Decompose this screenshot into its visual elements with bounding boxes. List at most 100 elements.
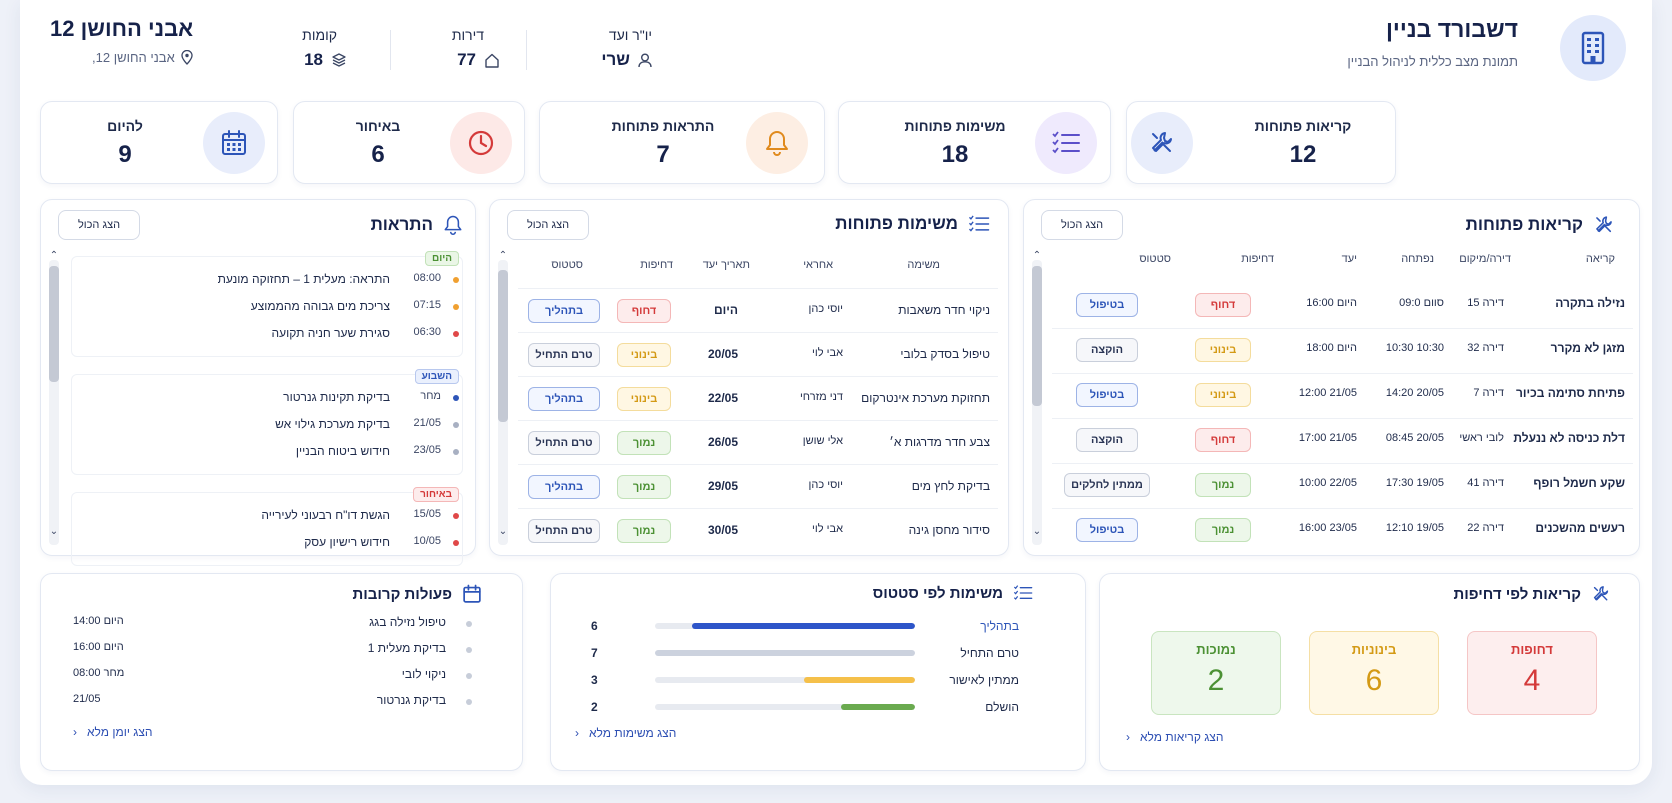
alert-text: בדיקת תקינות גנרטור <box>283 390 390 404</box>
call-name: פתיחת סתימה בכיור <box>1515 386 1625 400</box>
status-badge[interactable]: בתהליך <box>528 387 600 411</box>
status-count: 3 <box>591 673 598 687</box>
priority-badge: נמוך <box>617 475 671 499</box>
panel-header: משימות פתוחות <box>835 214 990 234</box>
priority-value: 2 <box>1207 664 1225 697</box>
panel-title: משימות לפי סטטוס <box>872 584 1003 602</box>
alerts-scrollbar[interactable] <box>49 260 59 545</box>
table-header: יעד <box>1341 253 1357 265</box>
status-badge[interactable]: הוקצה <box>1076 428 1138 452</box>
task-name: סידור מחסן גינה <box>908 523 990 537</box>
status-badge[interactable]: בתהליך <box>528 475 600 499</box>
stat-value: 18 <box>941 141 969 168</box>
stat-card-open-alerts[interactable]: התראות פתוחות 7 <box>539 101 825 184</box>
floors-value: 18 <box>304 50 323 69</box>
calls-show-all-button[interactable]: הצג הכול <box>1041 210 1123 240</box>
alert-item[interactable] <box>71 323 463 347</box>
status-bar-fill <box>804 677 915 683</box>
status-badge[interactable]: בטיפול <box>1076 518 1138 542</box>
bell-icon <box>443 214 463 236</box>
task-name: ניקוי חדר משאבות <box>898 303 990 317</box>
calendar-icon <box>462 584 482 604</box>
status-badge[interactable]: טרם התחיל <box>528 431 600 455</box>
call-opened: 20/05 14:20 <box>1385 387 1444 399</box>
alert-item[interactable] <box>71 441 463 465</box>
status-badge[interactable]: הוקצה <box>1076 338 1138 362</box>
tasks-show-all-button[interactable]: הצג הכול <box>507 210 589 240</box>
call-name: שקע חשמל רופף <box>1533 476 1625 490</box>
scroll-down-arrow[interactable]: ⌄ <box>498 526 508 537</box>
scroll-thumb[interactable] <box>498 270 508 422</box>
status-badge[interactable]: בתהליך <box>528 299 600 323</box>
building-address: אבני החושן 12, <box>92 50 175 65</box>
task-owner: אבי לוי <box>812 523 843 535</box>
alert-time: 10/05 <box>413 535 441 547</box>
call-location: דירה 22 <box>1467 522 1504 534</box>
task-due: 20/05 <box>707 347 738 361</box>
scroll-up-arrow[interactable]: ⌃ <box>49 250 59 261</box>
status-badge[interactable]: בטיפול <box>1076 383 1138 407</box>
stat-card-today[interactable]: להיום 9 <box>40 101 278 184</box>
task-due: 26/05 <box>707 435 738 449</box>
task-name: צבע חדר מדרגות א׳ <box>889 435 990 449</box>
scroll-thumb[interactable] <box>49 266 59 382</box>
status-badge[interactable]: ממתין לחלקים <box>1064 473 1150 497</box>
bell-icon <box>746 112 808 174</box>
status-count: 6 <box>591 619 598 633</box>
priority-urgent-box[interactable]: דחופות 4 <box>1467 631 1597 715</box>
priority-low-box[interactable]: נמוכות 2 <box>1151 631 1281 715</box>
status-label: טרם התחיל <box>960 646 1019 660</box>
header-divider <box>518 288 998 289</box>
task-list-icon <box>1035 112 1097 174</box>
status-badge[interactable]: בטיפול <box>1076 293 1138 317</box>
priority-value: 6 <box>1365 664 1383 697</box>
alert-time: מחר <box>420 390 441 402</box>
row-divider <box>1052 328 1633 329</box>
chair-value-row: שרי <box>601 50 652 70</box>
status-bar-track <box>655 704 915 710</box>
alert-time: 21/05 <box>413 417 441 429</box>
alert-group-box <box>71 374 463 475</box>
upcoming-when: מחר 08:00 <box>73 667 125 679</box>
scroll-down-arrow[interactable]: ⌄ <box>49 526 59 537</box>
open-tasks-panel: משימות פתוחות הצג הכול ⌃ ⌄ משימה אחראי תאר… <box>489 199 1009 556</box>
scroll-thumb[interactable] <box>1032 266 1042 406</box>
priority-badge: בינוני <box>1195 338 1251 362</box>
alert-item[interactable] <box>71 532 463 556</box>
priority-medium-box[interactable]: בינוניות 6 <box>1309 631 1439 715</box>
stat-card-open-tasks[interactable]: משימות פתוחות 18 <box>838 101 1111 184</box>
status-count: 2 <box>591 700 598 714</box>
full-calendar-link[interactable]: הצג יומן מלא ‹ <box>73 725 153 739</box>
stat-label: קריאות פתוחות <box>1254 118 1352 134</box>
scroll-up-arrow[interactable]: ⌃ <box>1032 250 1042 261</box>
call-due: 23/05 16:00 <box>1298 522 1357 534</box>
task-owner: יוסי כהן <box>808 479 843 491</box>
open-calls-panel: קריאות פתוחות הצג הכול ⌃ ⌄ קריאה דירה/מיק… <box>1023 199 1640 556</box>
full-calls-link[interactable]: הצג קריאות מלא ‹ <box>1126 730 1223 744</box>
task-due: 22/05 <box>707 391 738 405</box>
stat-card-open-calls[interactable]: קריאות פתוחות 12 <box>1126 101 1396 184</box>
floors-label: קומות <box>302 27 337 43</box>
panel-header: קריאות פתוחות <box>1466 214 1615 236</box>
row-divider <box>1052 463 1633 464</box>
alert-item[interactable] <box>71 414 463 438</box>
home-icon <box>484 53 500 68</box>
scroll-up-arrow[interactable]: ⌃ <box>498 250 508 261</box>
panel-title: התראות <box>370 215 433 234</box>
task-name: טיפול בסדק בלובי <box>900 347 990 361</box>
call-due: 22/05 10:00 <box>1298 477 1357 489</box>
scroll-down-arrow[interactable]: ⌄ <box>1032 526 1042 537</box>
status-badge[interactable]: טרם התחיל <box>528 343 600 367</box>
full-tasks-link[interactable]: הצג משימות מלא ‹ <box>575 726 676 740</box>
priority-panel: קריאות לפי דחיפות דחופות 4 בינוניות 6 נמ… <box>1099 573 1640 771</box>
status-badge[interactable]: טרם התחיל <box>528 519 600 543</box>
alert-dot <box>453 304 459 310</box>
stat-label: משימות פתוחות <box>904 118 1006 134</box>
row-divider <box>518 420 998 421</box>
status-bar-track <box>655 623 915 629</box>
alerts-show-all-button[interactable]: הצג הכול <box>58 210 140 240</box>
table-header: דחיפות <box>1241 253 1274 265</box>
alert-item[interactable] <box>71 387 463 411</box>
stat-card-overdue[interactable]: באיחור 6 <box>293 101 525 184</box>
task-owner: דני מזרחי <box>799 391 843 403</box>
